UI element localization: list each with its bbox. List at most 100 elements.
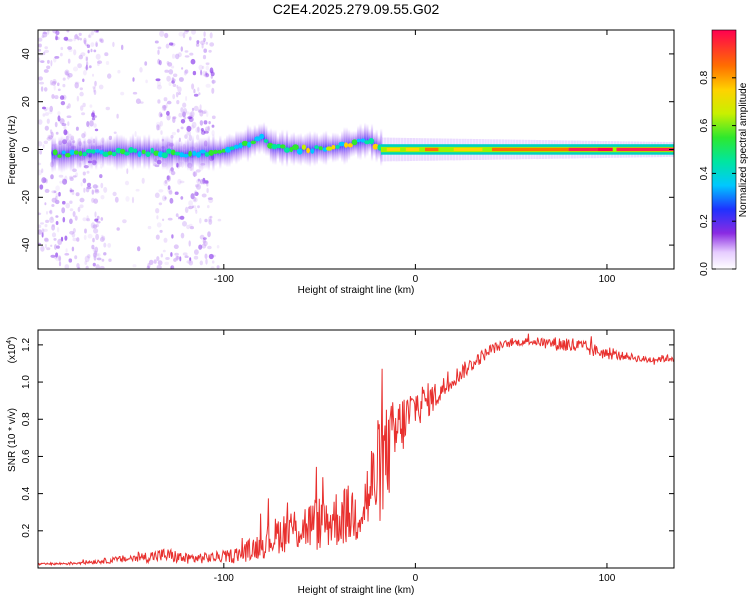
spectrogram-noise-dot bbox=[88, 65, 92, 69]
spectrogram-noise-dot bbox=[208, 49, 212, 53]
spectrogram-noise-dot bbox=[204, 72, 210, 78]
spectrogram-noise-dot bbox=[201, 193, 207, 198]
spectrogram-noise-dot bbox=[86, 218, 91, 222]
spectrogram-band-column bbox=[357, 125, 360, 160]
spectrogram-noise-dot bbox=[79, 37, 83, 41]
spectrogram-noise-dot bbox=[204, 180, 209, 185]
spectrogram-noise-dot bbox=[69, 200, 73, 204]
spectrogram-noise-dot bbox=[55, 35, 58, 41]
spectrogram-noise-dot bbox=[155, 121, 161, 128]
svg-text:(x104): (x104) bbox=[6, 337, 18, 364]
spectrogram-ridge-blob bbox=[73, 150, 79, 155]
spectrogram-noise-dot bbox=[91, 189, 95, 195]
spectrogram-ridge-blob bbox=[314, 145, 319, 150]
spectrogram-noise-dot bbox=[135, 98, 141, 104]
spectrogram-noise-dot bbox=[164, 32, 169, 39]
spectrogram-noise-dot bbox=[185, 96, 188, 101]
spectrogram-ridge-blob bbox=[335, 144, 340, 149]
spectrogram-noise-dot bbox=[43, 228, 48, 232]
spectrogram-noise-dot bbox=[112, 41, 115, 48]
spectrogram-ridge-blob bbox=[372, 143, 379, 150]
spectrogram-noise-dot bbox=[58, 256, 62, 262]
spectrogram-noise-dot bbox=[167, 62, 173, 67]
spectrogram-noise-dot bbox=[64, 235, 68, 241]
spectrogram-noise-dot bbox=[67, 103, 71, 109]
spectrogram-band-column bbox=[283, 134, 286, 162]
colorbar-tick-label: 0.4 bbox=[699, 166, 710, 180]
spectrogram-noise-dot bbox=[199, 260, 203, 266]
spectrogram-noise-dot bbox=[148, 259, 154, 265]
spectrogram-noise-dot bbox=[174, 191, 179, 195]
spectrogram-noise-dot bbox=[95, 42, 98, 47]
spectrogram-noise-dot bbox=[216, 245, 220, 249]
spectrogram-noise-dot bbox=[91, 112, 95, 118]
spectrogram-noise-dot bbox=[92, 73, 94, 77]
spectrogram-noise-dot bbox=[47, 30, 50, 35]
spectrogram-noise-dot bbox=[54, 56, 60, 59]
spectrogram-noise-dot bbox=[211, 115, 216, 120]
spectrogram-ridge-blob bbox=[128, 147, 134, 153]
spectrogram-noise-dot bbox=[82, 171, 86, 176]
spectrogram-noise-dot bbox=[207, 205, 210, 209]
spectrogram-noise-dot bbox=[206, 110, 209, 118]
spectrogram-noise-dot bbox=[75, 192, 80, 197]
spectrogram-noise-dot bbox=[195, 127, 201, 134]
spectrogram-noise-dot bbox=[179, 256, 182, 262]
spectrogram-noise-dot bbox=[60, 46, 64, 51]
spectrogram-noise-dot bbox=[61, 123, 67, 127]
spectrogram-noise-dot bbox=[192, 70, 197, 76]
spectrogram-noise-dot bbox=[62, 200, 66, 205]
spectrogram-noise-dot bbox=[73, 66, 78, 72]
spectrogram-band-column bbox=[81, 140, 84, 166]
spectrogram-noise-dot bbox=[80, 182, 83, 187]
spectrogram-noise-dot bbox=[81, 133, 86, 139]
spectrogram-noise-dot bbox=[43, 69, 49, 73]
colorbar-tick-label: 0.0 bbox=[699, 262, 710, 276]
spectrogram-noise-dot bbox=[135, 188, 140, 192]
spectrogram-noise-dot bbox=[82, 178, 87, 184]
spectrogram-noise-dot bbox=[147, 225, 152, 230]
spectrogram-noise-dot bbox=[114, 196, 119, 203]
spectrogram-noise-dot bbox=[82, 78, 85, 83]
spectrogram-noise-dot bbox=[165, 43, 170, 49]
spectrogram-ridge-blob bbox=[182, 153, 189, 158]
spectrogram-noise-dot bbox=[132, 91, 138, 95]
spectrogram-noise-dot bbox=[39, 150, 42, 155]
spectrogram-noise-dot bbox=[105, 61, 110, 65]
spectrogram-noise-dot bbox=[96, 253, 100, 257]
spectrogram-noise-dot bbox=[166, 175, 171, 182]
spectrogram-noise-dot bbox=[64, 175, 68, 182]
spectrogram-noise-dot bbox=[94, 128, 99, 132]
colorbar-tick-label: 0.2 bbox=[699, 214, 710, 228]
spectrogram-noise-dot bbox=[188, 205, 193, 210]
spectrogram-noise-dot bbox=[201, 43, 204, 49]
snr-frame bbox=[37, 329, 675, 569]
spectrogram-noise-dot bbox=[156, 80, 162, 87]
spectrogram-noise-dot bbox=[205, 62, 210, 65]
spectrogram-noise-dot bbox=[51, 224, 55, 231]
spectrogram-noise-dot bbox=[168, 42, 174, 46]
spectrogram-noise-dot bbox=[92, 224, 98, 229]
spectrogram-noise-dot bbox=[88, 34, 91, 38]
spectrogram-noise-dot bbox=[44, 188, 50, 193]
snr-multiplier-label: (x104) bbox=[6, 337, 18, 364]
spectrogram-noise-dot bbox=[66, 115, 72, 118]
spectrogram-noise-dot bbox=[55, 30, 60, 36]
spectrogram-noise-dot bbox=[211, 124, 215, 128]
spectrogram-y-tick-label: 20 bbox=[21, 96, 32, 108]
spectrogram-noise-dot bbox=[217, 218, 222, 222]
spectrogram-noise-dot bbox=[68, 258, 73, 263]
spectrogram-noise-dot bbox=[196, 178, 202, 185]
spectrogram-noise-dot bbox=[94, 188, 99, 193]
spectrogram-noise-dot bbox=[194, 190, 197, 196]
spectrogram-ridge-blob bbox=[289, 146, 294, 153]
spectrogram-noise-dot bbox=[69, 208, 74, 212]
spectrogram-noise-dot bbox=[170, 265, 173, 269]
spectrogram-noise-dot bbox=[69, 230, 75, 235]
spectrogram-noise-dot bbox=[104, 52, 109, 57]
spectrogram-noise-dot bbox=[174, 252, 179, 256]
spectrogram-noise-dot bbox=[47, 134, 51, 139]
spectrogram-noise-dot bbox=[57, 238, 63, 245]
spectrogram-noise-dot bbox=[65, 202, 70, 209]
spectrogram-noise-dot bbox=[173, 258, 177, 262]
